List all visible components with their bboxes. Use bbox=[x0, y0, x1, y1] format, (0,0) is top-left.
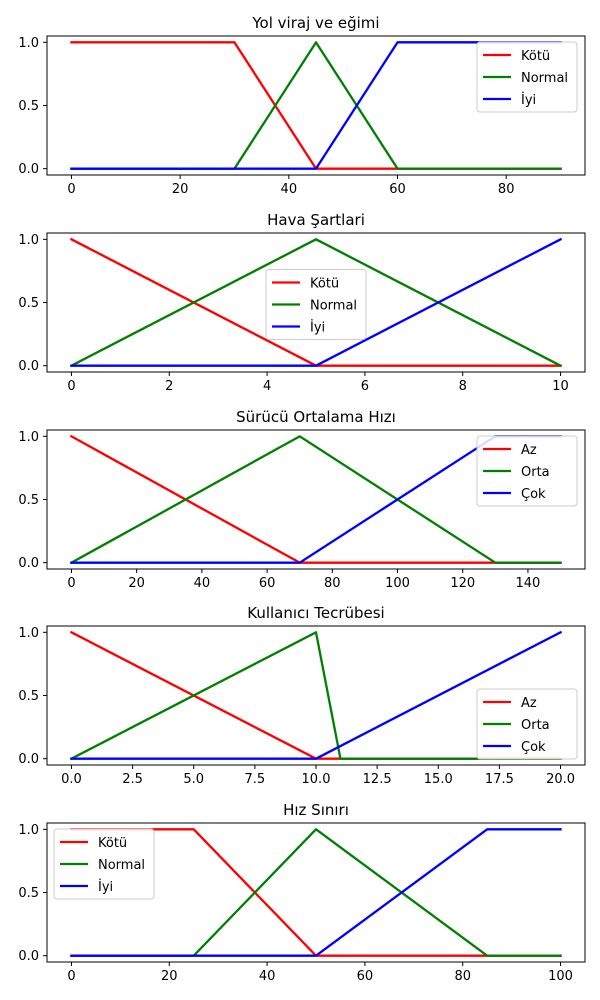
x-tick-label: 80 bbox=[454, 969, 471, 984]
chart-title: Hava Şartlari bbox=[267, 211, 365, 229]
y-tick-label: 1.0 bbox=[18, 36, 39, 51]
x-tick-label: 0 bbox=[67, 379, 75, 394]
legend-label: Orta bbox=[521, 718, 550, 733]
x-tick-label: 17.5 bbox=[485, 772, 514, 787]
x-tick-label: 40 bbox=[194, 576, 211, 591]
y-tick-label: 0.5 bbox=[18, 886, 39, 901]
x-tick-label: 120 bbox=[450, 576, 475, 591]
x-tick-label: 10.0 bbox=[302, 772, 331, 787]
legend-label: Kötü bbox=[521, 49, 550, 64]
series-line-2 bbox=[69, 238, 563, 368]
legend-label: İyi bbox=[98, 879, 113, 895]
chart-title: Sürücü Ortalama Hızı bbox=[236, 408, 396, 426]
y-tick-label: 1.0 bbox=[18, 823, 39, 838]
legend: Kötü Normal İyi bbox=[265, 269, 367, 340]
legend-label: Normal bbox=[521, 71, 568, 86]
legend-label: Normal bbox=[98, 858, 145, 873]
x-tick-label: 20 bbox=[172, 182, 189, 197]
x-tick-label: 10 bbox=[552, 379, 569, 394]
x-tick-label: 60 bbox=[357, 969, 374, 984]
x-tick-label: 0 bbox=[67, 576, 75, 591]
chart-title: Kullanıcı Tecrübesi bbox=[247, 604, 384, 622]
legend-label: Az bbox=[521, 443, 537, 458]
legend: Kötü Normal İyi bbox=[476, 41, 578, 113]
legend-label: Kötü bbox=[310, 277, 339, 292]
y-tick-label: 0.5 bbox=[18, 493, 39, 508]
y-tick-label: 0.0 bbox=[18, 162, 39, 177]
x-tick-label: 0 bbox=[67, 969, 75, 984]
y-tick-label: 0.0 bbox=[18, 556, 39, 571]
y-tick-label: 1.0 bbox=[18, 626, 39, 641]
legend-label: Normal bbox=[310, 299, 357, 314]
legend: Az Orta Çok bbox=[476, 435, 578, 507]
x-tick-label: 60 bbox=[259, 576, 276, 591]
x-tick-label: 12.5 bbox=[363, 772, 392, 787]
y-tick-label: 0.5 bbox=[18, 689, 39, 704]
y-tick-label: 1.0 bbox=[18, 233, 39, 248]
x-tick-label: 20 bbox=[128, 576, 145, 591]
legend: Kötü Normal İyi bbox=[53, 828, 155, 900]
x-tick-label: 80 bbox=[498, 182, 515, 197]
legend-label: Çok bbox=[521, 487, 546, 502]
x-tick-label: 2 bbox=[165, 379, 173, 394]
chart-5: Hız Sınırı 0 20 40 60 80 100 0.0 0.5 1.0 Kötü Norma… bbox=[18, 801, 586, 984]
series-line-3 bbox=[70, 828, 562, 957]
legend-label: Orta bbox=[521, 465, 550, 480]
x-tick-label: 40 bbox=[281, 182, 298, 197]
x-tick-label: 60 bbox=[389, 182, 406, 197]
legend-label: İyi bbox=[521, 92, 536, 108]
y-tick-label: 1.0 bbox=[18, 430, 39, 445]
x-tick-label: 2.5 bbox=[122, 772, 143, 787]
legend-label: Az bbox=[521, 696, 537, 711]
legend-label: İyi bbox=[310, 320, 325, 336]
legend: Az Orta Çok bbox=[476, 688, 578, 760]
legend-box bbox=[476, 41, 578, 113]
y-tick-label: 0.0 bbox=[18, 949, 39, 964]
y-tick-label: 0.0 bbox=[18, 752, 39, 767]
chart-4: Kullanıcı Tecrübesi 0.0 2.5 5.0 7.5 10.0 12.5 1… bbox=[18, 604, 586, 787]
x-tick-label: 0 bbox=[67, 182, 75, 197]
x-tick-label: 6 bbox=[361, 379, 369, 394]
x-tick-label: 20 bbox=[161, 969, 178, 984]
x-tick-label: 100 bbox=[385, 576, 410, 591]
x-tick-label: 20.0 bbox=[546, 772, 575, 787]
x-tick-label: 5.0 bbox=[183, 772, 204, 787]
series-line-3 bbox=[70, 630, 563, 760]
legend-box bbox=[265, 269, 367, 340]
x-tick-label: 100 bbox=[548, 969, 573, 984]
series-line-2 bbox=[69, 631, 562, 761]
chart-title: Yol viraj ve eğimi bbox=[251, 14, 379, 32]
legend-label: Çok bbox=[521, 740, 546, 755]
x-tick-label: 7.5 bbox=[245, 772, 266, 787]
x-tick-label: 8 bbox=[459, 379, 467, 394]
legend-box bbox=[476, 688, 578, 760]
legend-box bbox=[476, 435, 578, 507]
y-tick-label: 0.5 bbox=[18, 296, 39, 311]
y-tick-label: 0.0 bbox=[18, 359, 39, 374]
x-tick-label: 15.0 bbox=[424, 772, 453, 787]
chart-1: Yol viraj ve eğimi 0 20 40 60 80 0.0 0.5 1.0 Kötü… bbox=[18, 14, 586, 197]
x-tick-label: 40 bbox=[259, 969, 276, 984]
series-line-3 bbox=[70, 237, 563, 367]
y-tick-label: 0.5 bbox=[18, 99, 39, 114]
legend-label: Kötü bbox=[98, 836, 127, 851]
chart-2: Hava Şartlari 0 2 4 6 8 10 0.0 0.5 1.0 Kötü Normal İ… bbox=[18, 211, 586, 394]
x-tick-label: 4 bbox=[263, 379, 271, 394]
chart-3: Sürücü Ortalama Hızı 0 20 40 60 80 100 120 140 0.… bbox=[18, 408, 586, 591]
x-tick-label: 0.0 bbox=[61, 772, 82, 787]
x-tick-label: 140 bbox=[516, 576, 541, 591]
legend-box bbox=[53, 828, 155, 900]
chart-title: Hız Sınırı bbox=[283, 801, 349, 819]
x-tick-label: 80 bbox=[324, 576, 341, 591]
